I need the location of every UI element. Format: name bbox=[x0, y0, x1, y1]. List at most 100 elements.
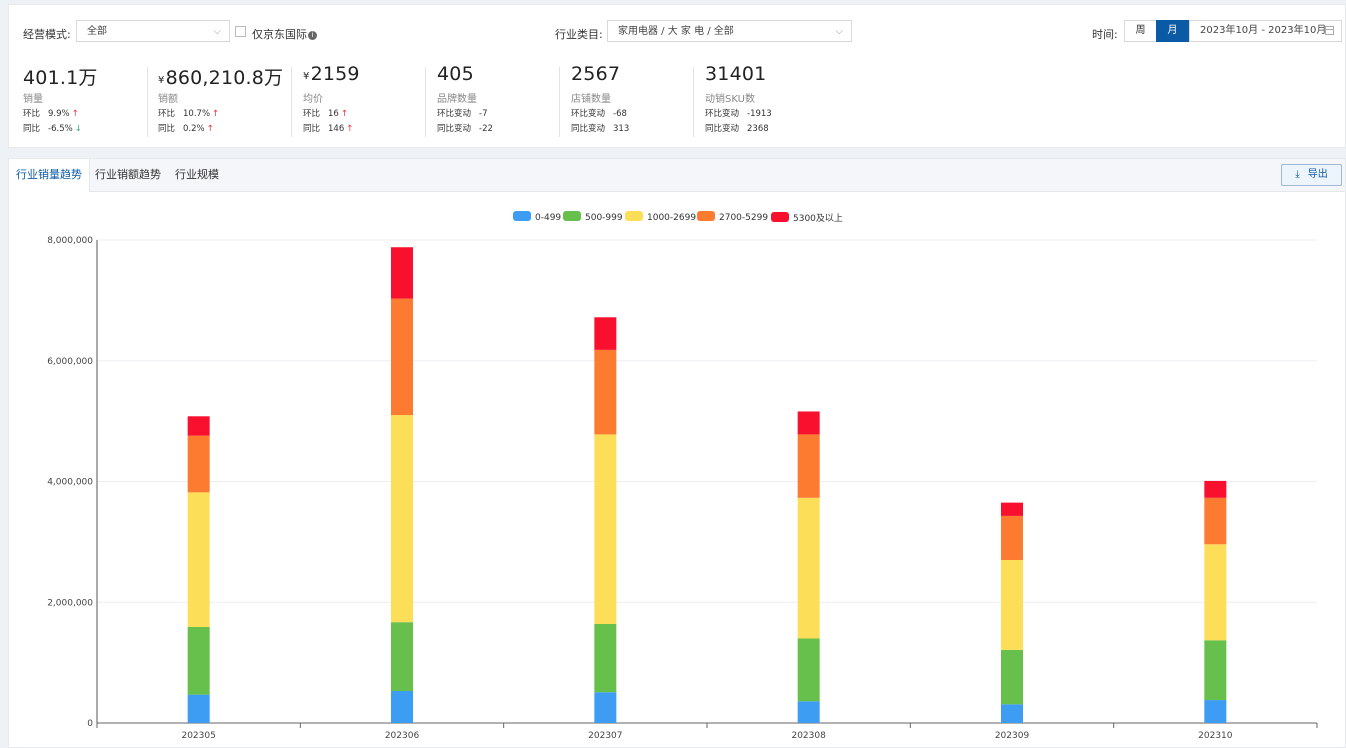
export-label: 导出 bbox=[1307, 169, 1328, 180]
bar-segment bbox=[797, 411, 820, 435]
mode-select-value: 全部 bbox=[87, 26, 107, 37]
bar-segment bbox=[391, 691, 413, 723]
arrow-up-icon: ↑ bbox=[340, 109, 348, 119]
bar-segment bbox=[1204, 700, 1227, 723]
chart-legend: 0-499 500-999 1000-2699 2700-5299 5300及以上 bbox=[9, 211, 1345, 225]
arrow-up-icon: ↑ bbox=[71, 109, 79, 119]
mode-select[interactable]: 全部 ⌵ bbox=[76, 20, 230, 42]
x-tick-label: 202306 bbox=[385, 731, 420, 741]
bar-segment bbox=[391, 622, 413, 692]
export-button[interactable]: ⤓ 导出 bbox=[1281, 164, 1342, 186]
kpi-yoy-row: 同比 146 ↑ bbox=[303, 124, 354, 134]
bar-segment bbox=[594, 434, 617, 624]
kpi-name: 均价 bbox=[303, 94, 323, 105]
bar-segment bbox=[187, 435, 210, 493]
kpi-yoy-row: 同比变动 313 bbox=[571, 124, 630, 134]
y-tick-label: 6,000,000 bbox=[47, 357, 93, 367]
stacked-bar-chart: 0 2,000,000 4,000,000 6,000,000 8,000,000 202… bbox=[47, 236, 1318, 741]
chevron-down-icon: ⌵ bbox=[213, 26, 221, 37]
bar-segment bbox=[391, 298, 413, 416]
kpi-mom-row: 环比变动 -7 bbox=[437, 109, 488, 119]
arrow-up-icon: ↑ bbox=[206, 124, 214, 134]
legend-label: 5300及以上 bbox=[793, 214, 843, 224]
bar-segment bbox=[1001, 502, 1023, 516]
legend-label: 1000-2699 bbox=[647, 213, 697, 223]
bar-segment bbox=[797, 434, 820, 498]
info-icon[interactable]: i bbox=[308, 31, 317, 40]
kpi-value: ¥2159 bbox=[303, 63, 360, 85]
bar-segment bbox=[797, 497, 820, 639]
bar-segment bbox=[1204, 640, 1227, 701]
legend-item[interactable]: 500-999 bbox=[563, 211, 623, 223]
legend-swatch bbox=[697, 211, 715, 221]
bar-segment bbox=[391, 415, 413, 623]
kpi-divider bbox=[693, 67, 694, 137]
legend-item[interactable]: 0-499 bbox=[513, 211, 561, 223]
date-range-value: 2023年10月 - 2023年10月 bbox=[1200, 25, 1327, 36]
x-tick-label: 202309 bbox=[995, 731, 1030, 741]
calendar-icon bbox=[1325, 26, 1334, 35]
legend-swatch bbox=[771, 212, 789, 222]
y-tick-label: 4,000,000 bbox=[47, 478, 93, 488]
time-label: 时间: bbox=[1092, 28, 1118, 41]
legend-swatch bbox=[625, 211, 643, 221]
legend-swatch bbox=[513, 211, 531, 221]
arrow-down-icon: ↓ bbox=[74, 124, 82, 134]
tab-industry-scale[interactable]: 行业规模 bbox=[175, 168, 219, 181]
download-icon: ⤓ bbox=[1295, 169, 1300, 180]
date-range-picker[interactable]: 2023年10月 - 2023年10月 bbox=[1189, 20, 1342, 42]
tab-sales-amount-trend[interactable]: 行业销额趋势 bbox=[95, 168, 161, 181]
kpi-divider bbox=[147, 67, 148, 137]
kpi-value: 405 bbox=[437, 63, 474, 85]
kpi-divider bbox=[291, 67, 292, 137]
legend-item[interactable]: 1000-2699 bbox=[625, 211, 696, 223]
legend-label: 2700-5299 bbox=[719, 213, 769, 223]
chevron-down-icon: ⌵ bbox=[835, 26, 843, 37]
kpi-mom-row: 环比变动 -68 bbox=[571, 109, 627, 119]
legend-item[interactable]: 5300及以上 bbox=[771, 211, 843, 224]
kpi-yoy-row: 同比 -6.5% ↓ bbox=[23, 124, 82, 134]
month-toggle[interactable]: 月 bbox=[1156, 20, 1189, 42]
legend-label: 500-999 bbox=[585, 213, 623, 223]
legend-item[interactable]: 2700-5299 bbox=[697, 211, 768, 223]
industry-label: 行业类目: bbox=[555, 28, 603, 41]
kpi-mom-row: 环比 10.7% ↑ bbox=[158, 109, 220, 119]
bar-segment bbox=[1204, 544, 1227, 641]
kpi-divider bbox=[425, 67, 426, 137]
kpi-value: 2567 bbox=[571, 63, 621, 85]
bar-segment bbox=[1204, 497, 1227, 545]
x-tick-label: 202308 bbox=[791, 731, 826, 741]
kpi-yoy-row: 同比 0.2% ↑ bbox=[158, 124, 214, 134]
legend-swatch bbox=[563, 211, 581, 221]
kpi-yoy-row: 同比变动 2368 bbox=[705, 124, 769, 134]
y-tick-label: 2,000,000 bbox=[47, 598, 93, 608]
bar-segment bbox=[797, 638, 820, 702]
industry-select[interactable]: 家用电器 / 大 家 电 / 全部 ⌵ bbox=[607, 20, 852, 42]
week-toggle[interactable]: 周 bbox=[1124, 20, 1157, 42]
bar-segment bbox=[594, 692, 617, 723]
kpi-mom-row: 环比 16 ↑ bbox=[303, 109, 348, 119]
overview-panel: 经营模式: 全部 ⌵ 仅京东国际 i 行业类目: 家用电器 / 大 家 电 / 全… bbox=[8, 4, 1346, 148]
kpi-name: 销额 bbox=[158, 94, 178, 105]
bar-segment bbox=[1001, 704, 1023, 723]
bar-segment bbox=[594, 317, 617, 350]
bar-segment bbox=[1204, 480, 1227, 498]
tab-sales-volume-trend[interactable]: 行业销量趋势 bbox=[9, 159, 90, 192]
bar-segment bbox=[1001, 649, 1023, 705]
y-tick-label: 8,000,000 bbox=[47, 236, 93, 246]
kpi-value: 31401 bbox=[705, 63, 767, 85]
x-tick-label: 202305 bbox=[181, 731, 215, 741]
bar-segment bbox=[594, 349, 617, 435]
mode-label: 经营模式: bbox=[23, 28, 71, 41]
bar-segment bbox=[187, 627, 210, 695]
kpi-name: 品牌数量 bbox=[437, 94, 477, 105]
bar-segment bbox=[1001, 515, 1023, 560]
bar-segment bbox=[797, 701, 820, 723]
bar-segment bbox=[1001, 559, 1023, 650]
kpi-mom-row: 环比 9.9% ↑ bbox=[23, 109, 79, 119]
arrow-up-icon: ↑ bbox=[212, 109, 220, 119]
industry-select-value: 家用电器 / 大 家 电 / 全部 bbox=[618, 26, 734, 37]
kpi-divider bbox=[559, 67, 560, 137]
jd-intl-checkbox[interactable] bbox=[235, 26, 246, 37]
x-tick-label: 202307 bbox=[588, 731, 622, 741]
